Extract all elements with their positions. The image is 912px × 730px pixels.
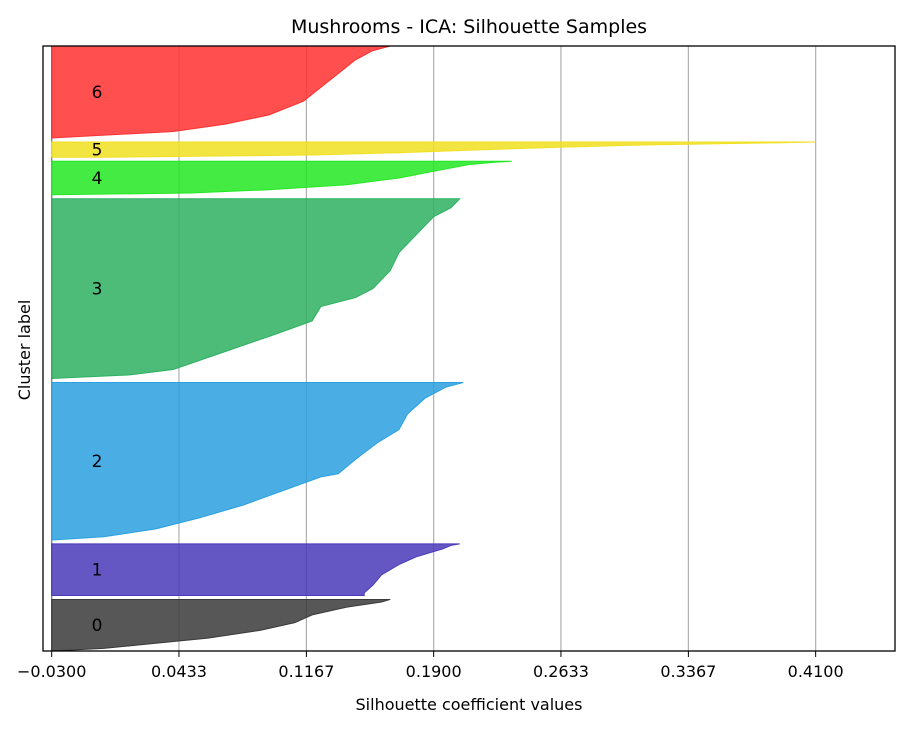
cluster-label-0: 0 (92, 616, 103, 636)
cluster-3-silhouette (50, 198, 461, 379)
y-axis-label: Cluster label (15, 300, 34, 401)
cluster-label-1: 1 (92, 561, 103, 581)
x-tick-label: 0.4100 (788, 662, 844, 681)
cluster-areas (50, 45, 816, 652)
x-tick-label: 0.3367 (660, 662, 716, 681)
cluster-5-silhouette (51, 141, 816, 158)
cluster-6-silhouette (50, 45, 391, 139)
cluster-label-2: 2 (92, 452, 103, 472)
plot-frame (42, 45, 896, 652)
x-tick-label: 0.1900 (406, 662, 462, 681)
x-axis-ticks: −0.0300 0.0433 0.1167 0.1900 0.2633 0.3367 0.4… (17, 651, 844, 681)
cluster-4-silhouette (50, 160, 512, 197)
x-tick-label: 0.0433 (151, 662, 207, 681)
x-tick-label: 0.2633 (533, 662, 589, 681)
x-tick-label: 0.1167 (278, 662, 334, 681)
cluster-0-silhouette (51, 598, 391, 652)
cluster-label-6: 6 (92, 83, 103, 103)
cluster-label-5: 5 (92, 141, 103, 161)
chart-title: Mushrooms - ICA: Silhouette Samples (291, 16, 647, 38)
x-tick-label: −0.0300 (17, 662, 86, 681)
cluster-labels: 0 1 2 3 4 5 6 (92, 83, 103, 636)
cluster-1-silhouette (51, 543, 460, 596)
cluster-label-3: 3 (92, 280, 103, 300)
cluster-2-silhouette (51, 381, 464, 541)
cluster-label-4: 4 (92, 169, 103, 189)
x-axis-label: Silhouette coefficient values (356, 695, 583, 714)
